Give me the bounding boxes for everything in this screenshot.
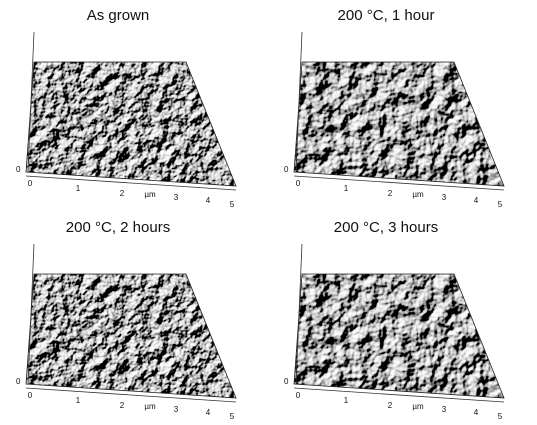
panel-title: 200 °C, 2 hours xyxy=(66,219,170,236)
x-tick-label: 0 xyxy=(28,391,33,400)
x-tick-label: 5 xyxy=(230,412,235,421)
afm-panel: 200 °C, 3 hours 00 1 2 µm 3 4 5 xyxy=(284,219,505,421)
surface-edge xyxy=(25,61,237,187)
afm-panel: 200 °C, 1 hour 00 1 2 µm 3 4 5 xyxy=(284,7,505,209)
surface-edge xyxy=(25,273,237,399)
x-tick-label: 0 xyxy=(28,179,33,188)
x-axis xyxy=(293,175,505,191)
z-axis xyxy=(295,243,303,385)
panel-title: As grown xyxy=(87,7,150,24)
x-tick-label: 0 xyxy=(296,391,301,400)
x-tick-label: 1 xyxy=(344,184,349,193)
panel-title: 200 °C, 3 hours xyxy=(334,219,438,236)
afm-panel: 200 °C, 2 hours 00 1 2 µm 3 4 5 xyxy=(16,219,237,421)
x-tick-label: 2 xyxy=(120,189,125,198)
x-axis xyxy=(25,175,237,191)
x-tick-label: µm xyxy=(412,190,424,199)
x-tick-label: 3 xyxy=(442,405,447,414)
afm-panel: As grown 00 1 2 µm 3 4 5 xyxy=(16,7,237,209)
x-tick-label: 0 xyxy=(296,179,301,188)
z-tick-label: 0 xyxy=(16,377,21,386)
z-tick-label: 0 xyxy=(16,165,21,174)
x-tick-label: 1 xyxy=(76,396,81,405)
z-axis xyxy=(27,31,35,173)
x-tick-label: 5 xyxy=(498,200,503,209)
x-tick-label: 3 xyxy=(174,405,179,414)
x-tick-label: 4 xyxy=(206,408,211,417)
x-tick-label: 2 xyxy=(120,401,125,410)
x-tick-label: 4 xyxy=(206,196,211,205)
x-tick-label: 2 xyxy=(388,401,393,410)
x-tick-label: 3 xyxy=(174,193,179,202)
x-tick-label: 4 xyxy=(474,196,479,205)
surface-edge xyxy=(293,273,505,399)
x-tick-label: 1 xyxy=(76,184,81,193)
x-tick-label: 5 xyxy=(230,200,235,209)
z-axis xyxy=(27,243,35,385)
x-tick-label: µm xyxy=(412,402,424,411)
x-axis xyxy=(293,387,505,403)
panel-title: 200 °C, 1 hour xyxy=(338,7,435,24)
z-axis xyxy=(295,31,303,173)
surface-edge xyxy=(293,61,505,187)
x-tick-label: µm xyxy=(144,402,156,411)
z-tick-label: 0 xyxy=(284,377,289,386)
x-axis xyxy=(25,387,237,403)
x-tick-label: 5 xyxy=(498,412,503,421)
x-tick-label: µm xyxy=(144,190,156,199)
x-tick-label: 4 xyxy=(474,408,479,417)
z-tick-label: 0 xyxy=(284,165,289,174)
x-tick-label: 3 xyxy=(442,193,447,202)
x-tick-label: 1 xyxy=(344,396,349,405)
x-tick-label: 2 xyxy=(388,189,393,198)
